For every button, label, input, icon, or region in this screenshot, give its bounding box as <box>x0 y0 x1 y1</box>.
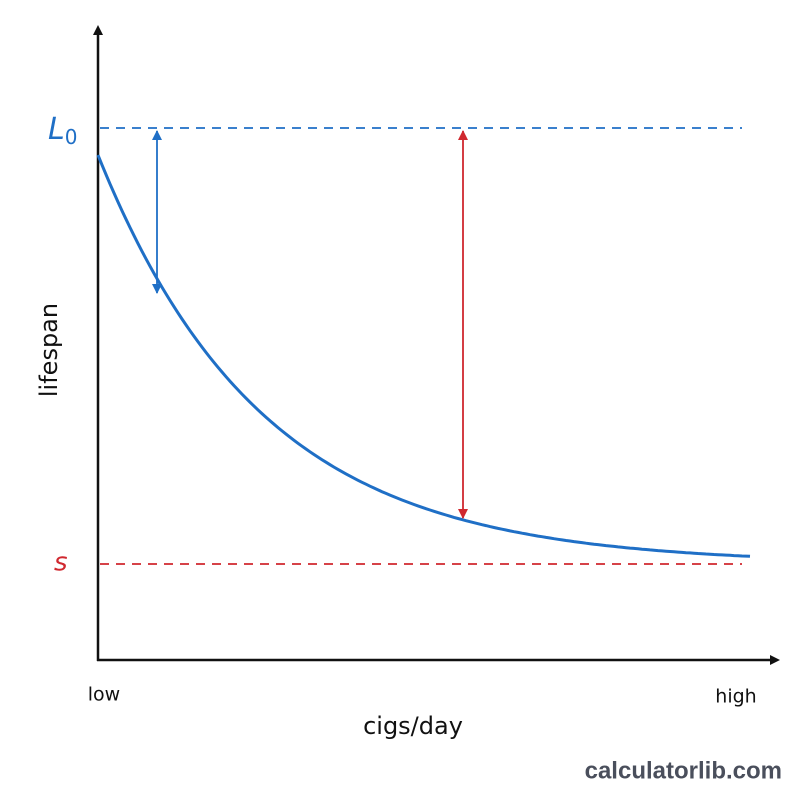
l0-sub: 0 <box>65 125 78 149</box>
x-axis-label: cigs/day <box>363 712 463 740</box>
x-high-label: high <box>715 686 756 708</box>
x-low-label: low <box>88 684 120 706</box>
l0-label: L0 <box>48 112 77 149</box>
lifespan-curve <box>96 154 751 558</box>
y-axis-label: lifespan <box>35 303 63 397</box>
s-label: s <box>54 548 68 578</box>
l0-main: L <box>48 112 65 147</box>
watermark: calculatorlib.com <box>585 757 782 784</box>
